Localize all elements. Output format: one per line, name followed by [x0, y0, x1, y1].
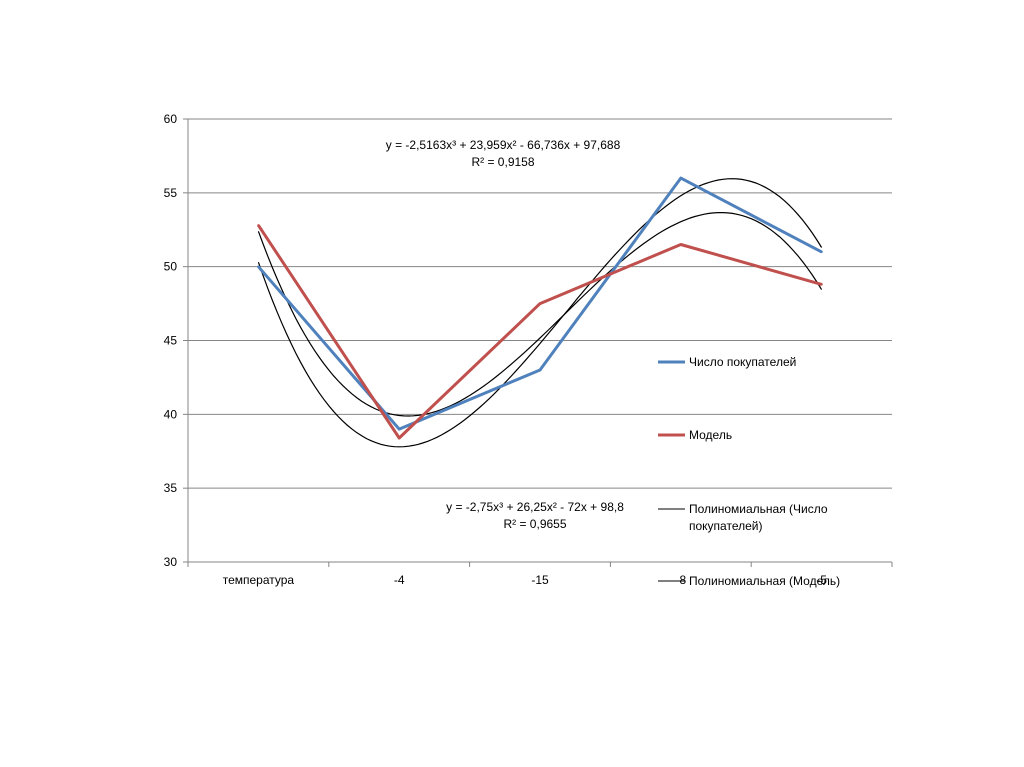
x-tick-label: -4	[394, 573, 405, 587]
y-tick-label: 30	[164, 555, 178, 569]
legend-label-trend-model: Полиномиальная (Модель)	[689, 574, 840, 588]
legend-label-trend-customers-line2: покупателей)	[689, 519, 762, 533]
legend-label-model: Модель	[689, 428, 732, 442]
data-point-0-1	[398, 427, 401, 431]
legend-label-trend-customers-line1: Полиномиальная (Число	[689, 502, 828, 516]
y-tick-label: 45	[164, 334, 178, 348]
data-point-1-2	[538, 302, 542, 305]
x-tick-label: -15	[531, 573, 549, 587]
x-axis-ticks: температура -4 -15 -8 -5	[187, 562, 893, 587]
trendline-equation-model: y = -2,5163x³ + 23,959x² - 66,736x + 97,…	[386, 138, 621, 152]
y-tick-label: 50	[164, 260, 178, 274]
data-point-0-0	[257, 265, 260, 268]
x-tick-label: температура	[223, 573, 295, 587]
series-line-1	[257, 224, 823, 440]
trendlines	[257, 178, 823, 448]
trendline-equation-customers: y = -2,75x³ + 26,25x² - 72x + 98,8	[446, 500, 624, 514]
trendline-0	[257, 178, 823, 448]
y-tick-label: 35	[164, 481, 178, 495]
y-tick-label: 60	[164, 112, 178, 126]
gridlines	[188, 118, 892, 489]
data-point-1-3	[679, 243, 682, 246]
trendline-1	[257, 212, 823, 417]
y-tick-label: 40	[164, 407, 178, 421]
trendline-r2-customers: R² = 0,9655	[503, 517, 566, 531]
data-point-1-0	[257, 224, 260, 227]
legend-label-customers: Число покупателей	[689, 355, 796, 369]
trendline-r2-model: R² = 0,9158	[471, 155, 534, 169]
x-tick-label: -8	[675, 573, 686, 587]
series-lines	[257, 176, 823, 440]
legend: Число покупателей Модель Полиномиальная …	[658, 355, 840, 588]
data-point-1-1	[398, 436, 401, 440]
y-axis-ticks: 30 35 40 45 50 55 60	[164, 112, 188, 569]
data-point-0-3	[679, 176, 682, 180]
x-tick-label: -5	[816, 573, 827, 587]
axes	[187, 119, 892, 563]
y-tick-label: 55	[164, 186, 178, 200]
data-point-0-2	[538, 368, 542, 372]
data-point-1-4	[820, 283, 823, 286]
data-point-0-4	[820, 250, 823, 254]
